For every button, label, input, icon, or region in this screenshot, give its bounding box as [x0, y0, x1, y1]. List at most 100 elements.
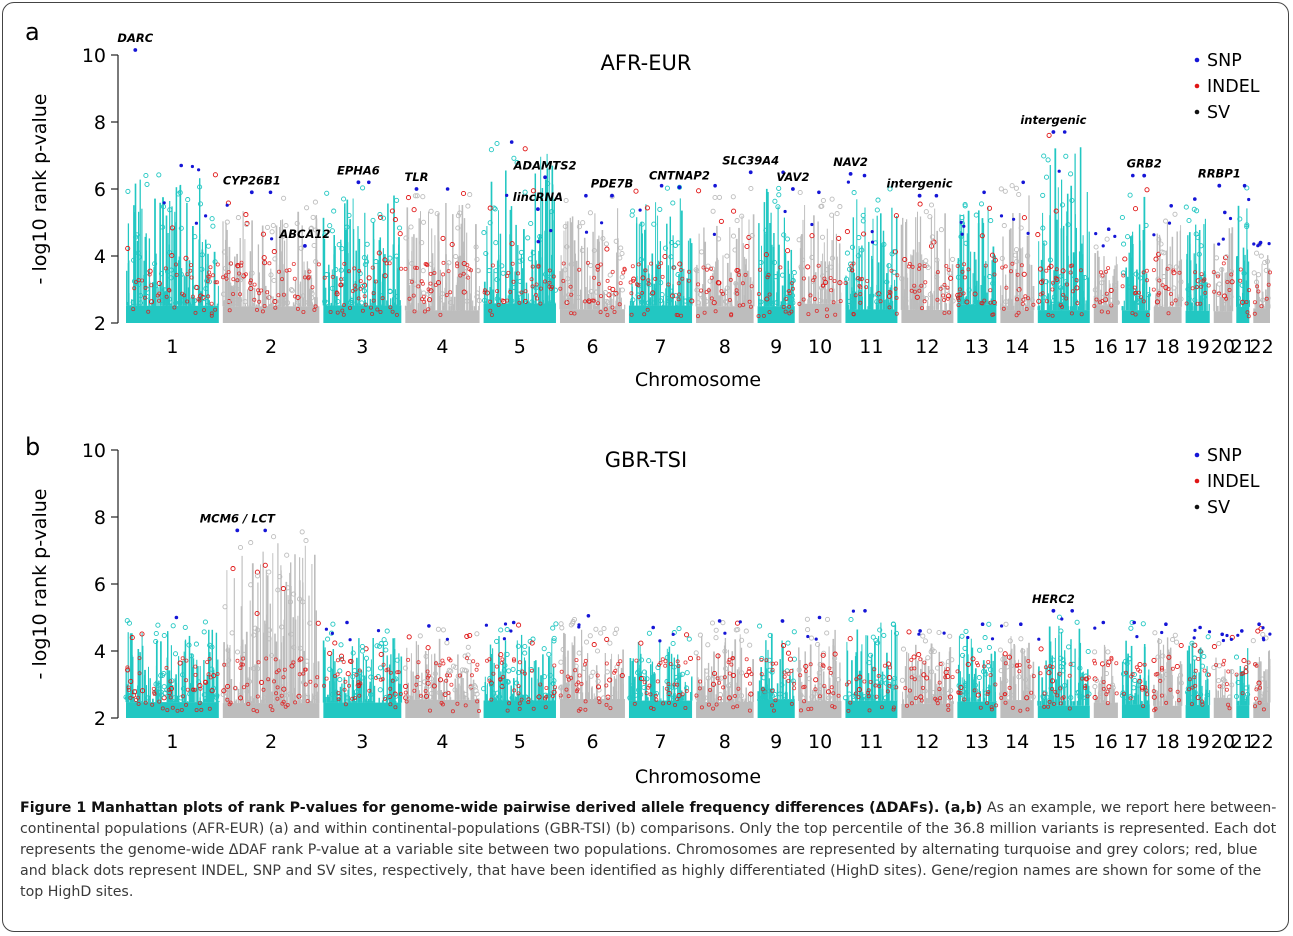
indel-point	[551, 689, 557, 695]
indel-point	[686, 278, 691, 283]
variant-point	[473, 244, 479, 250]
variant-point	[173, 300, 179, 306]
variant-point	[469, 686, 475, 692]
variant-point	[713, 635, 719, 641]
indel-point	[1106, 266, 1111, 271]
variant-point	[776, 192, 782, 198]
indel-point	[209, 688, 215, 694]
indel-point	[663, 663, 668, 668]
variant-point	[467, 192, 473, 198]
indel-point	[644, 205, 650, 211]
variant-point	[476, 298, 482, 304]
variant-point	[817, 298, 823, 304]
variant-point	[153, 638, 159, 645]
indel-point	[225, 697, 230, 702]
chromosome-dense-block	[901, 703, 954, 718]
variant-point	[553, 621, 559, 627]
variant-point	[308, 288, 314, 294]
indel-point	[744, 657, 749, 662]
y-tick-label: 10	[82, 440, 106, 462]
indel-point	[512, 658, 517, 663]
indel-point	[709, 275, 714, 280]
variant-point	[505, 679, 511, 685]
indel-point	[894, 685, 899, 690]
indel-point	[599, 294, 604, 299]
indel-point	[771, 708, 776, 713]
variant-point	[397, 225, 403, 231]
variant-point	[349, 299, 355, 306]
indel-point	[313, 304, 318, 309]
variant-point	[1127, 192, 1133, 198]
indel-point	[405, 195, 412, 201]
variant-point	[733, 280, 739, 286]
annotated-snp-point	[303, 244, 307, 248]
indel-point	[573, 668, 578, 673]
variant-point	[337, 668, 343, 674]
indel-point	[197, 298, 202, 303]
chromosome-2-points	[220, 190, 321, 323]
indel-point	[1061, 292, 1066, 297]
variant-point	[177, 190, 183, 196]
variant-point	[550, 300, 556, 306]
indel-point	[833, 312, 838, 317]
variant-point	[1041, 153, 1047, 159]
indel-point	[891, 705, 896, 710]
indel-point	[856, 695, 861, 700]
indel-point	[654, 697, 659, 702]
indel-point	[945, 296, 950, 301]
variant-point	[498, 627, 504, 633]
x-tick-label: 22	[1250, 336, 1274, 358]
indel-point	[313, 683, 318, 688]
variant-point	[248, 540, 254, 546]
variant-point	[444, 640, 450, 646]
indel-point	[619, 673, 625, 679]
indel-point	[339, 277, 344, 282]
variant-point	[1099, 280, 1105, 286]
indel-point	[382, 273, 388, 279]
snp-peak-point	[817, 615, 822, 620]
indel-point	[392, 217, 398, 223]
variant-point	[377, 665, 384, 671]
variant-point	[1228, 268, 1234, 274]
indel-point	[962, 262, 967, 267]
indel-point	[334, 290, 339, 295]
variant-point	[619, 250, 625, 257]
indel-point	[907, 261, 912, 266]
snp-point	[960, 232, 964, 236]
variant-point	[1258, 253, 1264, 259]
indel-point	[251, 708, 256, 713]
indel-point	[657, 663, 662, 668]
variant-point	[1237, 299, 1243, 305]
variant-point	[187, 691, 193, 697]
indel-point	[143, 285, 148, 290]
y-tick-label: 8	[94, 507, 106, 529]
variant-point	[359, 643, 365, 650]
indel-point	[922, 263, 927, 268]
variant-point	[172, 651, 179, 657]
variant-point	[487, 675, 493, 682]
indel-point	[561, 261, 566, 266]
variant-point	[387, 255, 393, 261]
gene-annotation-label: CNTNAP2	[649, 168, 710, 182]
variant-point	[224, 219, 230, 225]
indel-point	[809, 233, 815, 239]
variant-point	[492, 695, 498, 701]
snp-point	[194, 221, 198, 225]
indel-point	[291, 660, 296, 665]
variant-point	[734, 693, 740, 699]
indel-point	[605, 278, 610, 283]
indel-point	[660, 274, 665, 279]
indel-point	[1151, 268, 1156, 273]
variant-point	[784, 236, 790, 242]
indel-point	[411, 207, 417, 213]
variant-point	[519, 257, 525, 263]
variant-point	[159, 297, 165, 303]
indel-point	[488, 308, 493, 313]
variant-point	[155, 682, 162, 688]
chromosome-dense-block	[559, 698, 625, 718]
indel-point	[268, 704, 273, 709]
indel-point	[1157, 278, 1162, 283]
variant-point	[915, 285, 921, 291]
variant-point	[679, 671, 685, 677]
indel-point	[131, 307, 136, 312]
